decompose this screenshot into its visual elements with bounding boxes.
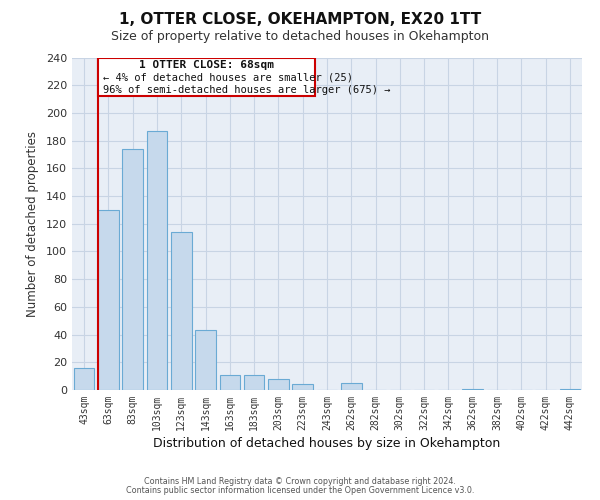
Bar — [220, 375, 240, 390]
Bar — [268, 379, 289, 390]
Bar — [463, 388, 483, 390]
Text: Contains public sector information licensed under the Open Government Licence v3: Contains public sector information licen… — [126, 486, 474, 495]
Bar — [171, 232, 191, 390]
Text: 96% of semi-detached houses are larger (675) →: 96% of semi-detached houses are larger (… — [103, 85, 391, 95]
Bar — [74, 368, 94, 390]
Bar — [98, 210, 119, 390]
Bar — [560, 388, 580, 390]
Text: 1, OTTER CLOSE, OKEHAMPTON, EX20 1TT: 1, OTTER CLOSE, OKEHAMPTON, EX20 1TT — [119, 12, 481, 28]
X-axis label: Distribution of detached houses by size in Okehampton: Distribution of detached houses by size … — [154, 437, 500, 450]
Text: Size of property relative to detached houses in Okehampton: Size of property relative to detached ho… — [111, 30, 489, 43]
Bar — [292, 384, 313, 390]
Bar — [122, 149, 143, 390]
Bar — [341, 383, 362, 390]
Bar — [146, 131, 167, 390]
Text: 1 OTTER CLOSE: 68sqm: 1 OTTER CLOSE: 68sqm — [139, 60, 274, 70]
Bar — [195, 330, 216, 390]
Bar — [244, 375, 265, 390]
Text: Contains HM Land Registry data © Crown copyright and database right 2024.: Contains HM Land Registry data © Crown c… — [144, 477, 456, 486]
Text: ← 4% of detached houses are smaller (25): ← 4% of detached houses are smaller (25) — [103, 72, 353, 83]
Y-axis label: Number of detached properties: Number of detached properties — [26, 130, 39, 317]
FancyBboxPatch shape — [98, 58, 315, 96]
